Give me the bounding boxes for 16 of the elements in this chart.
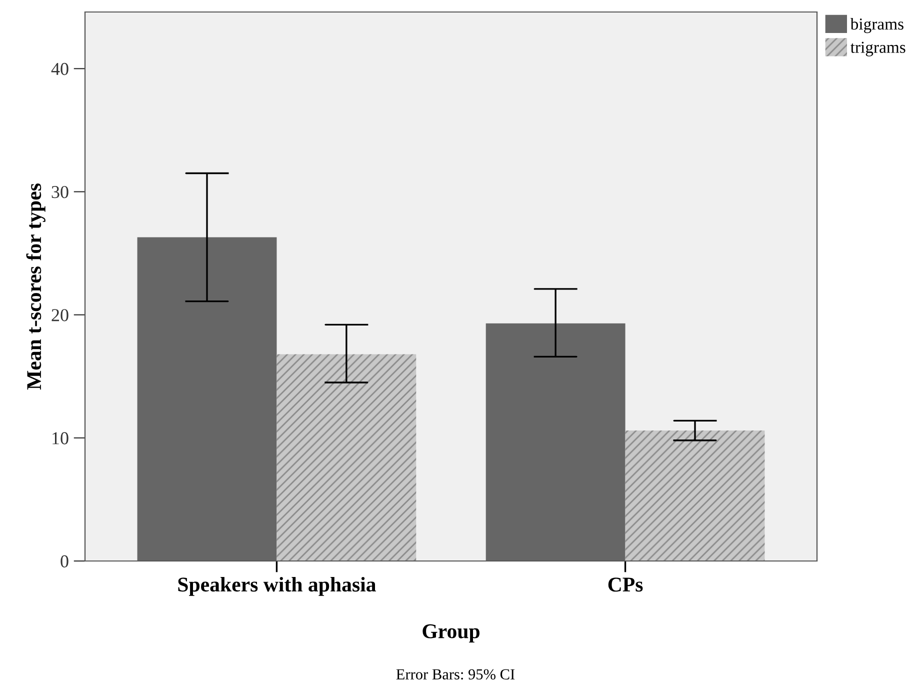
text: Error Bars: 95% CI: [396, 669, 515, 680]
y-tick-label: 20: [52, 309, 68, 322]
y-axis-title: Mean t-scores for types: [26, 184, 46, 390]
y-tick-label: 30: [52, 186, 68, 198]
y-tick-label: 10: [52, 432, 68, 444]
bar: [276, 354, 416, 561]
bar: [625, 430, 765, 561]
x-axis-title: Group: [422, 624, 480, 643]
bar: [486, 323, 626, 561]
bar: [137, 237, 277, 561]
x-tick-label: Speakers with aphasia: [178, 576, 376, 596]
y-tick-label: 0: [60, 555, 68, 568]
legend-label: bigrams: [850, 18, 904, 34]
legend-label: trigrams: [850, 42, 906, 56]
y-tick-label: 40: [51, 62, 68, 76]
x-tick-label: CPs: [608, 578, 643, 592]
